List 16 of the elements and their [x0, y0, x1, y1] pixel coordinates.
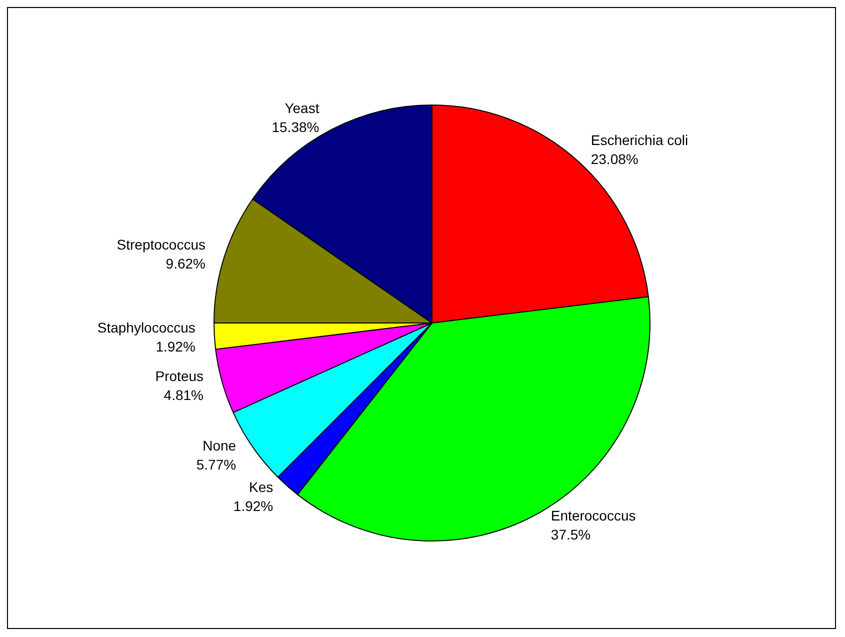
- data-label: 5.77%: [196, 456, 236, 472]
- slice-label: Escherichia coli: [590, 132, 688, 148]
- data-label: 9.62%: [166, 255, 206, 272]
- data-label: 37.5%: [550, 526, 591, 543]
- slice-label: Staphylococcus: [97, 319, 196, 336]
- data-label: 23.08%: [590, 150, 638, 167]
- data-label: 1.92%: [156, 338, 196, 354]
- slice-label: None: [202, 437, 236, 454]
- slice-label: Kes: [249, 479, 274, 496]
- slice-label: Proteus: [155, 368, 204, 384]
- slice-label: Enterococcus: [550, 508, 636, 524]
- data-label: 4.81%: [164, 386, 204, 403]
- slice-label: Streptococcus: [116, 236, 206, 252]
- slice-label: Yeast: [284, 100, 320, 116]
- data-label: 15.38%: [272, 119, 320, 136]
- data-label: 1.92%: [233, 498, 274, 514]
